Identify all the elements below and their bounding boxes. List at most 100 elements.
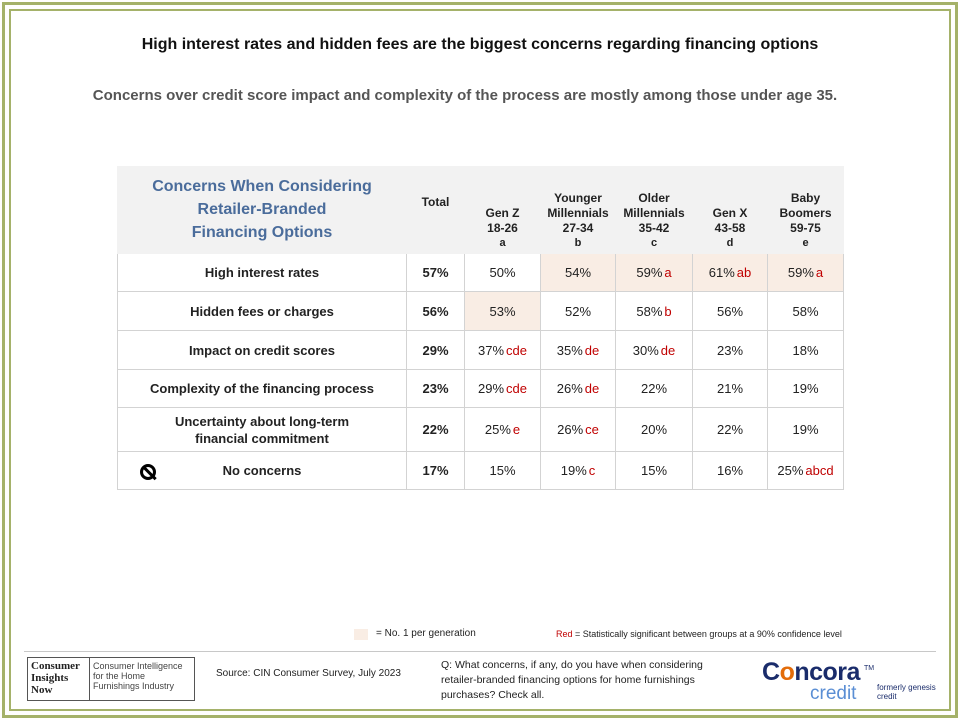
cell-value: 18%	[792, 342, 819, 358]
table-header-row: Concerns When Considering Retailer-Brand…	[117, 166, 844, 254]
total-cell: 23%	[406, 369, 465, 408]
significance-letters: b	[664, 303, 672, 319]
cell-value: 58%	[792, 303, 819, 319]
total-cell: 17%	[406, 451, 465, 490]
cell-value: 26%	[557, 422, 584, 437]
column-header-line: Boomers	[779, 206, 832, 220]
value-cell: 35% de	[540, 330, 616, 370]
cell-value: 29%	[478, 381, 505, 396]
legend-red-word: Red	[556, 629, 573, 639]
value-cell: 25% e	[464, 407, 541, 452]
row-label: Uncertainty about long-term financial co…	[174, 413, 350, 446]
concora-logo-credit: credit	[810, 683, 857, 704]
cell-value: 50%	[489, 265, 516, 280]
total-label: Total	[421, 194, 450, 209]
concora-letter: C	[762, 658, 780, 686]
row-label: High interest rates	[204, 265, 320, 280]
value-cell: 22%	[692, 407, 768, 452]
value-cell: 21%	[692, 369, 768, 408]
column-header-line: 59-75	[790, 221, 821, 235]
row-label-cell: High interest rates	[117, 253, 407, 292]
cell-value: 37%	[478, 342, 505, 358]
significance-letters: de	[660, 342, 676, 358]
cell-value: 53%	[489, 303, 516, 319]
value-cell: 58% b	[615, 291, 693, 331]
column-header-line: Gen X	[712, 206, 748, 220]
total-cell: 22%	[406, 407, 465, 452]
concora-trademark: TM	[864, 665, 875, 672]
column-header-younger-millennials: Younger Millennials 27-34 b	[540, 166, 616, 254]
cell-value: 19%	[560, 463, 587, 478]
value-cell: 23%	[692, 330, 768, 370]
total-cell: 57%	[406, 253, 465, 292]
cell-value: 59%	[787, 265, 814, 280]
header-title-line: Concerns When Considering	[152, 177, 372, 195]
ban-icon	[140, 464, 156, 480]
legend-highlight-swatch	[354, 629, 368, 640]
cell-value: 23%	[716, 342, 744, 358]
legend-highlight-text: = No. 1 per generation	[376, 628, 476, 639]
cin-logo: Consumer Insights Now Consumer Intellige…	[27, 657, 195, 701]
table-row: No concerns 17% 15% 19% c 15% 16% 25% abcd	[117, 451, 844, 490]
column-header-line: Gen Z	[485, 206, 520, 220]
significance-letters: abcd	[805, 463, 834, 478]
value-cell: 25% abcd	[767, 451, 844, 490]
value-cell: 18%	[767, 330, 844, 370]
column-header-line: Older	[638, 191, 670, 205]
cell-value: 22%	[716, 422, 744, 437]
cell-value: 52%	[564, 303, 592, 319]
significance-letters: ce	[585, 422, 599, 437]
value-cell: 56%	[692, 291, 768, 331]
cell-value: 61%	[708, 265, 735, 280]
significance-letters: ab	[736, 265, 752, 280]
inner-frame	[9, 9, 951, 711]
column-header-gen-z: Gen Z 18-26 a	[464, 166, 541, 254]
cell-value: 35%	[556, 342, 583, 358]
legend-significance-note: Red = Statistically significant between …	[556, 629, 842, 639]
value-cell: 15%	[464, 451, 541, 490]
value-cell: 20%	[615, 407, 693, 452]
column-header-line: 27-34	[562, 221, 594, 235]
cell-value: 22%	[640, 381, 668, 396]
value-cell: 50%	[464, 253, 541, 292]
header-title-line: Retailer-Branded	[197, 200, 327, 218]
cell-value: 20%	[640, 422, 668, 437]
concora-letter-o: o	[779, 658, 795, 686]
row-label: No concerns	[222, 463, 302, 478]
value-cell: 29% cde	[464, 369, 541, 408]
value-cell: 52%	[540, 291, 616, 331]
value-cell: 37% cde	[464, 330, 541, 370]
source-note: Source: CIN Consumer Survey, July 2023	[216, 668, 401, 679]
value-cell: 16%	[692, 451, 768, 490]
column-letter: d	[726, 237, 734, 249]
cell-value: 25%	[777, 463, 804, 478]
cell-value: 30%	[632, 342, 659, 358]
row-label-cell: Hidden fees or charges	[117, 291, 407, 331]
table-row: Impact on credit scores 29% 37% cde 35% de 30%…	[117, 330, 844, 370]
cell-value: 58%	[636, 303, 663, 319]
significance-letters: e	[512, 422, 521, 437]
value-cell: 19%	[767, 369, 844, 408]
significance-letters: a	[815, 265, 824, 280]
cin-logo-line: Now	[31, 684, 53, 696]
cin-logo-wordmark: Consumer Insights Now	[28, 658, 90, 700]
significance-letters: de	[584, 342, 600, 358]
significance-letters: a	[664, 265, 672, 280]
column-header-line: Millennials	[623, 206, 685, 220]
total-cell: 29%	[406, 330, 465, 370]
column-header-line: 18-26	[487, 221, 518, 235]
value-cell: 59% a	[615, 253, 693, 292]
column-header-line: 43-58	[714, 221, 746, 235]
table-row: Complexity of the financing process 23% 29…	[117, 369, 844, 408]
column-header-line: Baby	[790, 191, 821, 205]
footer-divider	[24, 651, 936, 652]
cin-logo-line: Insights	[31, 672, 69, 684]
value-cell: 53%	[464, 291, 541, 331]
significance-letters: de	[584, 381, 600, 396]
question-text: Q: What concerns, if any, do you have wh…	[441, 659, 703, 701]
total-cell: 56%	[406, 291, 465, 331]
cin-logo-line: Consumer	[31, 660, 80, 672]
row-label: Complexity of the financing process	[150, 381, 374, 396]
column-header-line: 35-42	[638, 221, 670, 235]
